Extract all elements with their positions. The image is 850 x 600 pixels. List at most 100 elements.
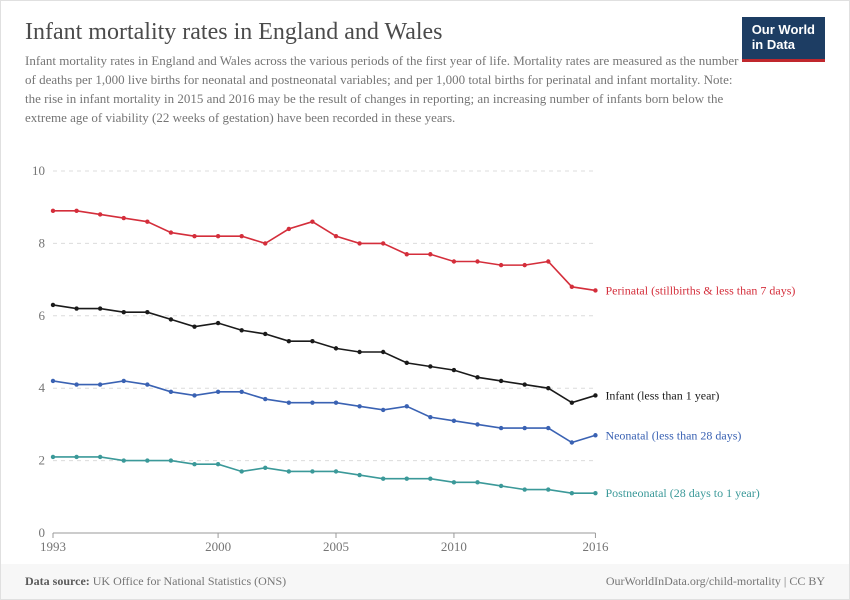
- series-marker-postneonatal: [98, 455, 102, 459]
- series-marker-postneonatal: [334, 469, 338, 473]
- series-marker-infant: [192, 324, 196, 328]
- series-marker-neonatal: [239, 390, 243, 394]
- series-marker-infant: [310, 339, 314, 343]
- series-label-postneonatal: Postneonatal (28 days to 1 year): [605, 486, 759, 500]
- series-marker-infant: [475, 375, 479, 379]
- series-marker-infant: [239, 328, 243, 332]
- series-marker-perinatal: [428, 252, 432, 256]
- series-marker-postneonatal: [310, 469, 314, 473]
- series-marker-infant: [405, 361, 409, 365]
- series-marker-perinatal: [381, 241, 385, 245]
- series-marker-postneonatal: [192, 462, 196, 466]
- chart-header: Our World in Data Infant mortality rates…: [1, 1, 849, 135]
- series-marker-infant: [169, 317, 173, 321]
- logo-line2: in Data: [752, 38, 815, 53]
- series-marker-neonatal: [381, 408, 385, 412]
- series-marker-postneonatal: [570, 491, 574, 495]
- series-marker-neonatal: [263, 397, 267, 401]
- y-tick-label: 6: [39, 308, 46, 323]
- series-marker-perinatal: [546, 259, 550, 263]
- series-marker-postneonatal: [74, 455, 78, 459]
- series-marker-infant: [522, 382, 526, 386]
- series-marker-infant: [357, 350, 361, 354]
- series-marker-perinatal: [334, 234, 338, 238]
- series-marker-perinatal: [593, 288, 597, 292]
- y-tick-label: 8: [39, 235, 46, 250]
- series-line-perinatal: [53, 211, 595, 291]
- series-marker-infant: [287, 339, 291, 343]
- series-marker-neonatal: [216, 390, 220, 394]
- series-marker-infant: [74, 306, 78, 310]
- series-marker-neonatal: [593, 433, 597, 437]
- series-marker-neonatal: [169, 390, 173, 394]
- series-marker-postneonatal: [475, 480, 479, 484]
- series-marker-neonatal: [334, 400, 338, 404]
- chart-area: 024681019932000200520102016Perinatal (st…: [25, 165, 825, 555]
- series-marker-postneonatal: [546, 487, 550, 491]
- y-tick-label: 4: [39, 380, 46, 395]
- series-marker-infant: [216, 321, 220, 325]
- series-marker-perinatal: [51, 209, 55, 213]
- series-marker-neonatal: [287, 400, 291, 404]
- series-marker-postneonatal: [263, 466, 267, 470]
- series-marker-perinatal: [357, 241, 361, 245]
- series-marker-postneonatal: [522, 487, 526, 491]
- series-marker-neonatal: [522, 426, 526, 430]
- series-marker-neonatal: [475, 422, 479, 426]
- series-marker-perinatal: [452, 259, 456, 263]
- series-marker-neonatal: [357, 404, 361, 408]
- series-marker-neonatal: [98, 382, 102, 386]
- series-marker-perinatal: [475, 259, 479, 263]
- series-marker-perinatal: [310, 219, 314, 223]
- series-marker-postneonatal: [499, 484, 503, 488]
- x-tick-label: 2000: [205, 539, 231, 554]
- series-marker-postneonatal: [239, 469, 243, 473]
- series-marker-perinatal: [169, 230, 173, 234]
- footer-source-text: UK Office for National Statistics (ONS): [93, 574, 286, 588]
- series-marker-infant: [499, 379, 503, 383]
- series-marker-infant: [145, 310, 149, 314]
- series-marker-perinatal: [263, 241, 267, 245]
- series-marker-postneonatal: [405, 477, 409, 481]
- series-marker-neonatal: [499, 426, 503, 430]
- series-marker-postneonatal: [381, 477, 385, 481]
- y-tick-label: 0: [39, 525, 46, 540]
- series-marker-neonatal: [122, 379, 126, 383]
- series-marker-perinatal: [216, 234, 220, 238]
- series-marker-infant: [334, 346, 338, 350]
- y-tick-label: 2: [39, 453, 46, 468]
- series-marker-postneonatal: [357, 473, 361, 477]
- series-marker-infant: [570, 400, 574, 404]
- x-tick-label: 2005: [323, 539, 349, 554]
- series-marker-perinatal: [98, 212, 102, 216]
- series-marker-infant: [546, 386, 550, 390]
- series-marker-postneonatal: [145, 458, 149, 462]
- owid-logo: Our World in Data: [742, 17, 825, 62]
- series-marker-infant: [98, 306, 102, 310]
- series-marker-perinatal: [74, 209, 78, 213]
- series-marker-neonatal: [452, 419, 456, 423]
- chart-subtitle: Infant mortality rates in England and Wa…: [25, 52, 745, 127]
- series-marker-neonatal: [51, 379, 55, 383]
- series-marker-infant: [381, 350, 385, 354]
- series-marker-perinatal: [405, 252, 409, 256]
- series-line-neonatal: [53, 381, 595, 443]
- series-marker-perinatal: [192, 234, 196, 238]
- series-marker-neonatal: [145, 382, 149, 386]
- series-marker-neonatal: [310, 400, 314, 404]
- chart-footer: Data source: UK Office for National Stat…: [1, 564, 849, 599]
- series-line-postneonatal: [53, 457, 595, 493]
- x-tick-label: 2016: [582, 539, 609, 554]
- series-marker-neonatal: [570, 440, 574, 444]
- chart-title: Infant mortality rates in England and Wa…: [25, 19, 825, 46]
- series-marker-infant: [51, 303, 55, 307]
- series-marker-infant: [122, 310, 126, 314]
- series-marker-perinatal: [287, 227, 291, 231]
- series-marker-postneonatal: [593, 491, 597, 495]
- series-marker-postneonatal: [122, 458, 126, 462]
- series-label-perinatal: Perinatal (stillbirths & less than 7 day…: [605, 283, 795, 297]
- line-chart-svg: 024681019932000200520102016Perinatal (st…: [25, 165, 825, 555]
- footer-source-label: Data source:: [25, 574, 90, 588]
- series-marker-postneonatal: [51, 455, 55, 459]
- series-marker-neonatal: [192, 393, 196, 397]
